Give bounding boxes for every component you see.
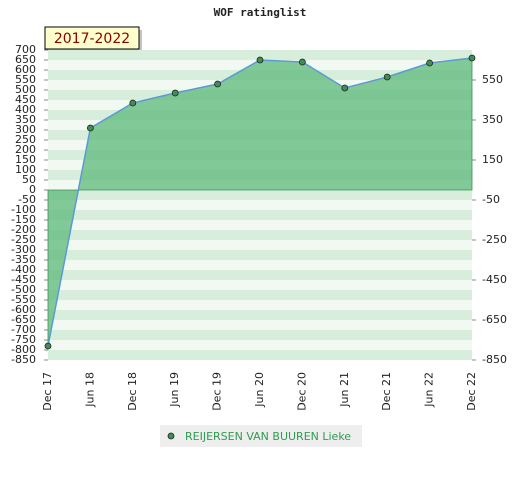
x-tick-label: Dec 19 [211,372,224,411]
background-stripe [48,270,472,280]
y2-tick-label: -50 [482,193,500,206]
x-tick-label: Jun 19 [168,372,181,408]
marker [87,124,94,132]
y-tick-label: 100 [15,163,36,176]
x-tick-label: Jun 18 [83,372,96,408]
y-tick-label: -700 [11,323,36,336]
background-stripe [48,190,472,200]
background-stripe [48,280,472,290]
background-stripe [48,240,472,250]
x-tick-label: Dec 18 [126,372,139,411]
y-tick-label: -850 [11,353,36,366]
x-tick-label: Jun 22 [423,372,436,408]
y2-tick-label: 550 [482,73,503,86]
background-stripe [48,230,472,240]
y-tick-label: -450 [11,273,36,286]
y2-tick-label: 350 [482,113,503,126]
y2-tick-label: -450 [482,273,507,286]
marker [341,84,349,92]
legend-box [160,425,362,447]
y-tick-label: -300 [11,243,36,256]
y-tick-label: 400 [15,103,36,116]
y-tick-label: 600 [15,63,36,76]
marker [468,54,476,62]
annotation-box [44,26,140,50]
y-tick-label: 300 [15,123,36,136]
y-tick-label: -650 [11,313,36,326]
legend-marker [167,432,175,440]
y-tick-label: 350 [15,113,36,126]
y-tick-label: -800 [11,343,36,356]
y-tick-label: 650 [15,53,36,66]
legend-label: REIJERSEN VAN BUUREN Lieke [185,430,351,443]
marker [129,99,137,107]
y-tick-label: 0 [29,183,36,196]
x-tick-label: Jun 20 [253,372,266,408]
y-tick-label: -500 [11,283,36,296]
background-stripe [48,340,472,350]
x-tick-label: Dec 20 [295,372,308,411]
y-tick-label: -400 [11,263,36,276]
background-stripe [48,330,472,340]
background-stripe [48,250,472,260]
y-tick-label: 50 [22,173,36,186]
background-stripe [48,300,472,310]
marker [44,342,52,350]
y2-tick-label: -850 [482,353,507,366]
y2-tick-label: 150 [482,153,503,166]
y-tick-label: -100 [11,203,36,216]
y-tick-label: -350 [11,253,36,266]
background-stripe [48,50,472,60]
y-tick-label: 550 [15,73,36,86]
y-tick-label: -150 [11,213,36,226]
marker [214,80,222,88]
y-tick-label: 700 [15,43,36,56]
y-tick-label: -600 [11,303,36,316]
marker [256,56,264,64]
marker [298,58,306,66]
marker [171,89,179,97]
y-tick-label: -200 [11,223,36,236]
y-tick-label: 150 [15,153,36,166]
background-stripe [48,350,472,360]
y-tick-label: 450 [15,93,36,106]
chart-title: WOF ratinglist [214,6,307,19]
y-tick-label: -250 [11,233,36,246]
x-tick-label: Jun 21 [338,372,351,408]
background-stripe [48,320,472,330]
marker [383,73,391,81]
marker [426,59,434,67]
y2-tick-label: -650 [482,313,507,326]
x-tick-label: Dec 21 [380,372,393,411]
y2-tick-label: -250 [482,233,507,246]
y-tick-label: -750 [11,333,36,346]
background-stripe [48,210,472,220]
background-stripe [48,260,472,270]
x-tick-label: Dec 22 [465,372,478,411]
y-tick-label: 500 [15,83,36,96]
background-stripe [48,220,472,230]
y-tick-label: 200 [15,143,36,156]
background-stripe [48,200,472,210]
background-stripe [48,290,472,300]
annotation: 2017-2022 [54,31,130,47]
y-tick-label: -50 [18,193,36,206]
background-stripe [48,310,472,320]
y-tick-label: 250 [15,133,36,146]
y-tick-label: -550 [11,293,36,306]
x-tick-label: Dec 17 [41,372,54,411]
